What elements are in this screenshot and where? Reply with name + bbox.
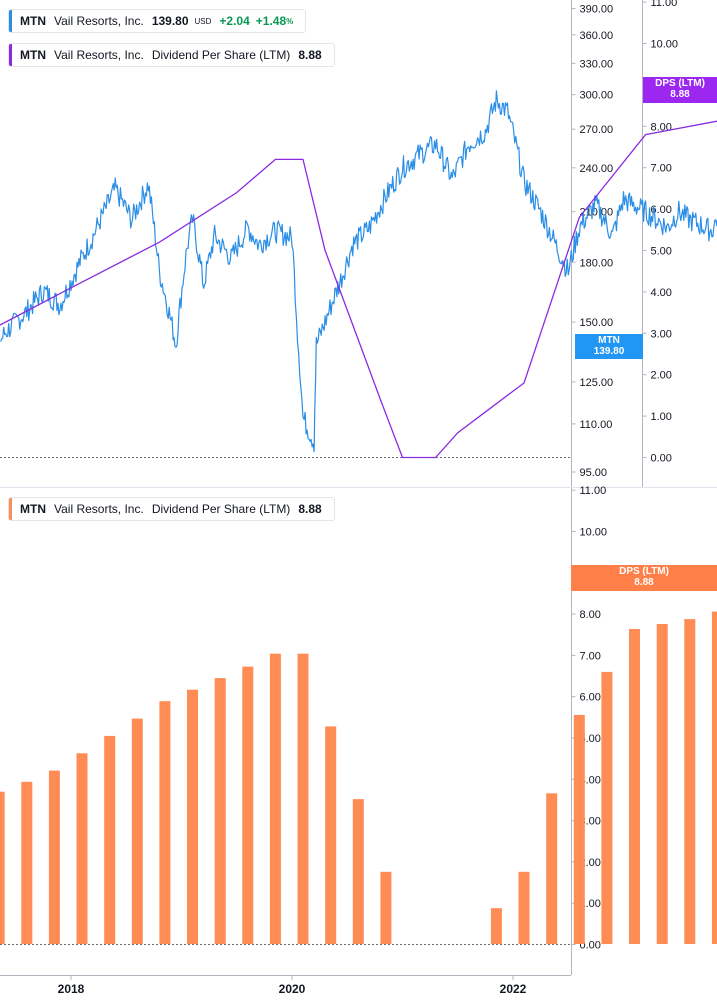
- dps-bottom-tag-label: DPS (LTM): [619, 566, 669, 577]
- dps-bottom-last-value-tag: DPS (LTM) 8.88: [571, 565, 717, 591]
- legend-symbol: MTN: [20, 14, 46, 28]
- dps-top-tag-label: DPS (LTM): [655, 78, 705, 89]
- time-axis-tick-label: 2018: [58, 982, 85, 996]
- dps-bar: [131, 718, 143, 944]
- price-axis-tick-label: 180.00: [580, 257, 614, 269]
- price-axis-tick-label: 150.00: [580, 317, 614, 329]
- dps-bar: [518, 871, 530, 944]
- dps-series-line: [0, 120, 717, 459]
- legend-symbol: MTN: [20, 48, 46, 62]
- price-axis-tick-label: 390.00: [580, 4, 614, 16]
- dps-bar: [76, 753, 88, 944]
- dps-bar: [297, 653, 309, 944]
- dps-bottom-axis-tick-label: 8.00: [580, 609, 601, 621]
- dps-bottom-axis-tick-label: 2.00: [580, 857, 601, 869]
- price-axis-tick-label: 110.00: [580, 419, 613, 431]
- dps-top-tag-value: 8.88: [670, 89, 690, 100]
- dps-top-axis-tick-label: 5.00: [651, 246, 672, 258]
- legend-metric-name: Dividend Per Share (LTM): [151, 48, 291, 62]
- dps-bottom-axis-tick-label: 4.00: [580, 774, 601, 786]
- dps-bottom-axis-tick-label: 11.00: [580, 485, 607, 497]
- dps-bar: [159, 701, 171, 944]
- price-last-value-tag: MTN 139.80: [575, 334, 643, 359]
- dps-line-swatch: [9, 44, 12, 66]
- legend-change-percent: +1.48: [255, 14, 287, 28]
- dps-top-axis-tick-label: 7.00: [651, 163, 672, 175]
- dps-top-axis-tick-label: 6.00: [651, 204, 672, 216]
- price-axis-tick-label: 95.00: [580, 467, 608, 479]
- price-axis-tick-label: 330.00: [580, 58, 614, 70]
- dps-bar: [214, 678, 226, 944]
- legend-change: +2.04: [219, 14, 250, 28]
- dps-bar-legend[interactable]: MTN Vail Resorts, Inc. Dividend Per Shar…: [8, 497, 335, 521]
- dps-bar: [684, 619, 696, 944]
- dps-bar: [0, 791, 5, 944]
- dps-bottom-axis-tick-label: 5.00: [580, 733, 601, 745]
- legend-dps-value: 8.88: [298, 48, 322, 62]
- dps-top-axis-tick-label: 4.00: [651, 287, 672, 299]
- legend-currency: USD: [194, 16, 212, 26]
- dps-bottom-axis-tick-label: 0.00: [580, 940, 601, 952]
- legend-company-name: Vail Resorts, Inc.: [54, 502, 144, 516]
- dps-bar: [242, 666, 254, 944]
- dps-bar: [48, 770, 60, 944]
- dps-bar: [601, 671, 613, 944]
- price-series-swatch: [9, 10, 12, 32]
- dps-bottom-axis-tick-label: 7.00: [580, 650, 601, 662]
- price-axis-tick-label: 210.00: [580, 207, 614, 219]
- legend-price-value: 139.80: [151, 14, 189, 28]
- legend-percent-sign: %: [286, 16, 294, 26]
- dps-bar: [546, 793, 558, 944]
- legend-company-name: Vail Resorts, Inc.: [54, 48, 144, 62]
- dps-top-axis-tick-label: 0.00: [651, 453, 672, 465]
- dps-bottom-axis-tick-label: 10.00: [580, 527, 608, 539]
- dps-bar: [187, 689, 198, 944]
- dps-bar: [656, 624, 668, 944]
- legend-metric-name: Dividend Per Share (LTM): [151, 502, 291, 516]
- dps-bottom-axis-tick-label: 3.00: [580, 816, 601, 828]
- dps-top-axis-tick-label: 10.00: [651, 39, 679, 51]
- dps-bar: [269, 653, 281, 944]
- dps-bar: [490, 908, 502, 944]
- dps-top-axis-tick-label: 3.00: [651, 328, 672, 340]
- dps-bottom-axis-tick-label: 6.00: [580, 692, 601, 704]
- price-tag-label: MTN: [598, 335, 620, 346]
- dps-bottom-axis-tick-label: 1.00: [580, 898, 601, 910]
- price-series-line: [0, 90, 717, 453]
- dps-bar: [380, 871, 392, 944]
- legend-dps-value: 8.88: [298, 502, 322, 516]
- price-tag-value: 139.80: [593, 346, 625, 357]
- price-axis-tick-label: 240.00: [580, 163, 614, 175]
- dps-bar: [573, 714, 585, 944]
- dps-line-legend[interactable]: MTN Vail Resorts, Inc. Dividend Per Shar…: [8, 43, 335, 67]
- dps-bar: [21, 781, 33, 944]
- dps-top-axis-tick-label: 1.00: [651, 411, 672, 423]
- legend-symbol: MTN: [20, 502, 46, 516]
- dps-bar-swatch: [9, 498, 12, 520]
- price-axis-tick-label: 360.00: [580, 30, 614, 42]
- dps-top-axis-tick-label: 2.00: [651, 370, 672, 382]
- time-axis-tick-label: 2022: [500, 982, 527, 996]
- price-legend[interactable]: MTN Vail Resorts, Inc. 139.80 USD +2.04 …: [8, 9, 307, 33]
- dps-bar-plot[interactable]: [0, 578, 717, 944]
- time-axis-tick-label: 2020: [279, 982, 306, 996]
- dps-bar: [629, 629, 640, 944]
- legend-company-name: Vail Resorts, Inc.: [54, 14, 144, 28]
- dps-bar: [325, 726, 337, 944]
- price-axis-tick-label: 125.00: [580, 377, 614, 389]
- dps-top-last-value-tag: DPS (LTM) 8.88: [643, 77, 717, 103]
- price-axis-tick-label: 300.00: [580, 90, 614, 102]
- dps-bar: [352, 799, 364, 944]
- dps-top-axis-tick-label: 11.00: [651, 0, 678, 9]
- dps-bottom-tag-value: 8.88: [634, 577, 654, 588]
- price-axis-tick-label: 270.00: [580, 124, 614, 136]
- price-plot[interactable]: [0, 90, 717, 459]
- dps-bar: [104, 735, 116, 944]
- dps-bar: [711, 611, 717, 944]
